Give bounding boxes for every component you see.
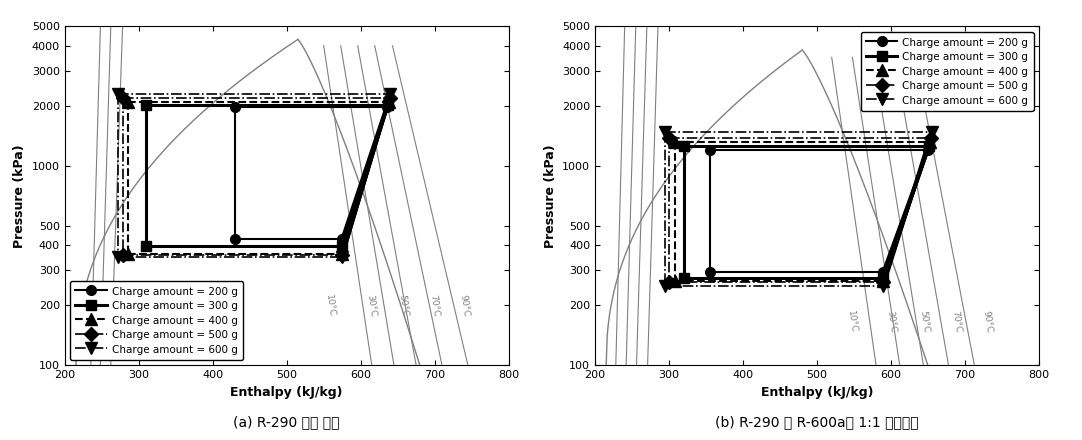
X-axis label: Enthalpy (kJ/kg): Enthalpy (kJ/kg) <box>230 385 343 399</box>
Y-axis label: Pressure (kPa): Pressure (kPa) <box>13 144 26 248</box>
Text: 70°C: 70°C <box>428 293 440 317</box>
Text: 50°C: 50°C <box>397 293 410 317</box>
Legend: Charge amount = 200 g, Charge amount = 300 g, Charge amount = 400 g, Charge amou: Charge amount = 200 g, Charge amount = 3… <box>861 32 1033 111</box>
Text: 70°C: 70°C <box>950 310 962 334</box>
X-axis label: Enthalpy (kJ/kg): Enthalpy (kJ/kg) <box>761 385 873 399</box>
Text: 30°C: 30°C <box>366 293 378 317</box>
Text: 90°C: 90°C <box>981 310 993 334</box>
Text: (b) R-290 및 R-600a의 1:1 혼합냉매: (b) R-290 및 R-600a의 1:1 혼합냉매 <box>715 415 919 429</box>
Text: 10°C: 10°C <box>846 310 858 334</box>
Text: (a) R-290 단일 냉매: (a) R-290 단일 냉매 <box>234 415 340 429</box>
Legend: Charge amount = 200 g, Charge amount = 300 g, Charge amount = 400 g, Charge amou: Charge amount = 200 g, Charge amount = 3… <box>70 281 242 360</box>
Text: 30°C: 30°C <box>885 310 897 334</box>
Y-axis label: Pressure (kPa): Pressure (kPa) <box>543 144 556 248</box>
Text: 90°C: 90°C <box>458 293 471 317</box>
Text: 50°C: 50°C <box>919 310 931 334</box>
Text: 10°C: 10°C <box>324 293 335 317</box>
